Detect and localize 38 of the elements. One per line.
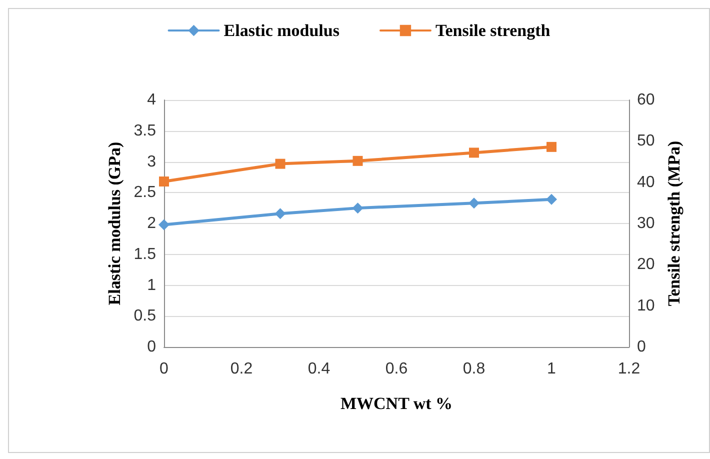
x-tick-label: 0 <box>160 360 169 378</box>
y-tick-label: 3.5 <box>134 122 156 140</box>
y2-tick-label: 60 <box>637 92 655 108</box>
point <box>546 194 557 205</box>
point <box>159 176 169 187</box>
point <box>274 208 286 220</box>
y-tick-label: 2.5 <box>134 184 156 202</box>
point <box>469 148 479 158</box>
x-axis-title: MWCNT wt % <box>340 394 453 413</box>
y2-axis-title: Tensile strength (MPa) <box>664 140 684 306</box>
y-axis-title: Elastic modulus (GPa) <box>104 142 124 306</box>
x-tick-label: 0.8 <box>462 360 486 378</box>
y-tick-label: 3 <box>147 153 156 170</box>
y2-tick-label: 0 <box>637 338 646 356</box>
point <box>546 142 556 152</box>
point <box>352 202 364 214</box>
y-tick-label: 1.5 <box>134 246 156 263</box>
point <box>468 198 480 209</box>
legend-label: Elastic modulus <box>224 21 340 40</box>
legend-label: Tensile strength <box>435 21 551 40</box>
x-tick-label: 0.4 <box>308 360 330 378</box>
x-tick-label: 1.2 <box>618 360 640 378</box>
y-tick-label: 2 <box>147 215 156 232</box>
y2-tick-label: 40 <box>637 174 655 191</box>
x-tick-label: 1 <box>547 360 556 378</box>
y2-tick-label: 20 <box>637 256 655 274</box>
point <box>352 156 363 166</box>
y-tick-label: 0.5 <box>134 308 156 325</box>
x-tick-label: 0.6 <box>385 360 408 378</box>
y2-tick-label: 10 <box>637 297 655 314</box>
y2-tick-label: 50 <box>637 132 655 150</box>
y-tick-label: 1 <box>147 276 156 294</box>
x-tick-label: 0.2 <box>230 360 253 378</box>
y-tick-label: 4 <box>147 92 156 108</box>
y-tick-label: 0 <box>147 338 156 356</box>
point <box>158 219 170 230</box>
point <box>275 158 286 169</box>
y2-tick-label: 30 <box>637 215 655 232</box>
